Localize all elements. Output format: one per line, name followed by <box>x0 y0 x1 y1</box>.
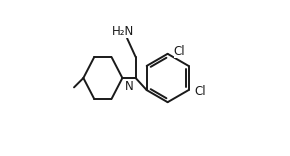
Text: H₂N: H₂N <box>112 25 134 39</box>
Text: Cl: Cl <box>195 85 206 98</box>
Text: Cl: Cl <box>174 45 186 58</box>
Text: N: N <box>125 80 133 93</box>
